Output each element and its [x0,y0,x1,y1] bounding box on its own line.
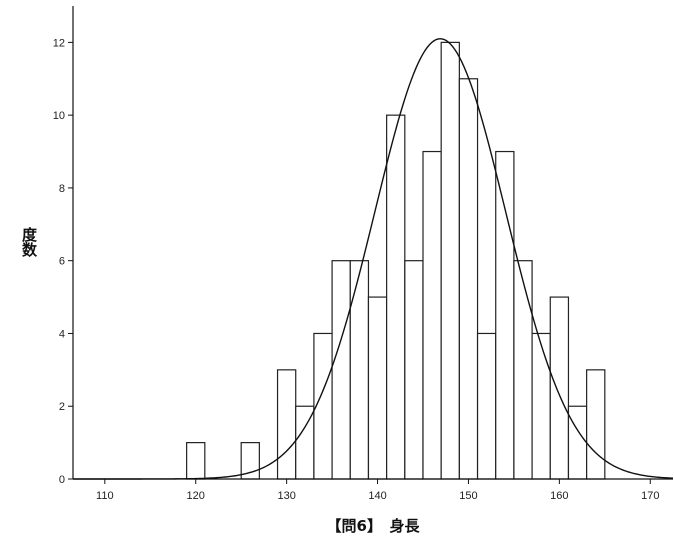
histogram-bar [422,150,442,480]
x-ticks: 110 120 130 140 150 160 170 [96,479,659,502]
histogram-bar [276,369,297,480]
histogram-bar [531,332,551,480]
histogram-bar [349,260,370,480]
x-tick-label: 150 [459,490,477,502]
histogram-bar [458,78,479,480]
x-tick-label: 120 [187,490,205,502]
y-tick-label: 0 [59,474,65,486]
y-tick-label: 8 [59,183,65,195]
histogram-bar [331,260,351,480]
histogram-bar [367,296,388,480]
x-tick-label: 110 [96,490,114,502]
x-axis-title: 【問6】 身長 [327,517,421,535]
histogram-bar [404,260,424,480]
x-tick-label: 170 [641,490,659,502]
y-tick-label: 2 [59,401,65,413]
y-tick-label: 10 [53,110,65,122]
y-tick-label: 6 [59,256,65,268]
histogram-bar [495,150,515,480]
x-tick-label: 160 [550,490,568,502]
histogram-bar [549,296,570,480]
y-tick-label: 4 [59,328,65,340]
y-axis-title: 度数 [20,226,38,258]
y-tick-label: 12 [53,37,65,49]
histogram-bar [476,332,497,480]
histogram-bars [186,41,606,480]
y-ticks: 0 2 4 6 8 10 12 [53,37,73,486]
x-tick-label: 140 [368,490,386,502]
histogram-bar [586,369,606,480]
histogram-bar [513,260,533,480]
histogram-bar [567,405,588,480]
histogram-bar [386,114,406,480]
histogram-bar [440,41,460,480]
x-tick-label: 130 [277,490,295,502]
histogram-bar [186,442,206,480]
